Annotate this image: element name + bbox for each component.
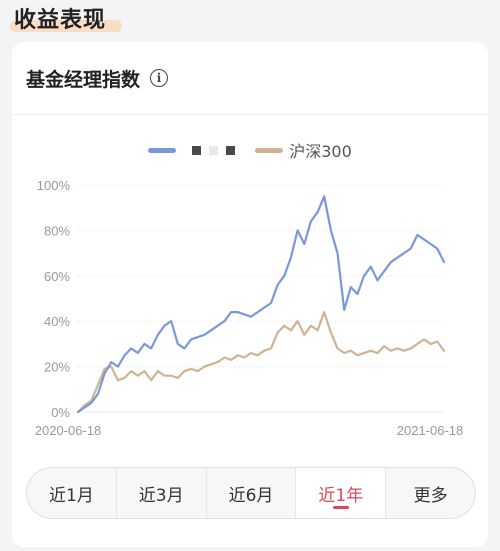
mask-square-icon [226, 145, 236, 155]
legend-swatch-hs300 [255, 147, 284, 153]
info-icon[interactable]: i [150, 69, 169, 87]
mask-square-icon [209, 145, 219, 155]
tab-period-1[interactable]: 近3月 [117, 468, 207, 518]
y-tick-label: 0% [51, 405, 70, 420]
y-tick-label: 20% [44, 360, 70, 375]
tab-period-3[interactable]: 近1年 [296, 468, 387, 518]
y-tick-label: 100% [37, 178, 71, 193]
legend-item-manager[interactable] [148, 145, 236, 155]
series-line-1 [76, 311, 446, 414]
y-tick-label: 80% [44, 223, 70, 238]
tab-period-2[interactable]: 近6月 [207, 468, 297, 518]
tab-period-0[interactable]: 近1月 [27, 468, 117, 518]
series-line-0 [76, 195, 446, 414]
line-chart: 0% 20% 40% 60% 80% 100% 2020-06-18 2021-06-18 [35, 178, 464, 438]
card-title: 基金经理指数 [26, 68, 141, 91]
legend-item-hs300[interactable]: 沪深300 [255, 138, 352, 162]
tab-period-4[interactable]: 更多 [413, 485, 448, 506]
legend-swatch-manager [148, 147, 177, 153]
chart-legend: 沪深300 [12, 138, 488, 162]
section-title: 收益表现 [14, 8, 107, 33]
manager-index-card: 基金经理指数 i 沪深300 0% 20% 40% 60% 80% 100% 2020-06… [12, 42, 488, 547]
period-tabs: 近1月 近3月 近6月 近1年 更多 [26, 467, 476, 519]
card-header: 基金经理指数 i [12, 42, 488, 114]
y-tick-label: 40% [44, 314, 70, 329]
legend-label-hs300: 沪深300 [289, 142, 352, 161]
header-divider [12, 114, 488, 115]
title-highlight [10, 20, 122, 32]
legend-mask-icon [192, 145, 236, 155]
y-tick-label: 60% [44, 269, 70, 284]
mask-square-icon [192, 145, 202, 155]
x-tick-label: 2021-06-18 [397, 423, 464, 438]
x-tick-label: 2020-06-18 [35, 423, 102, 438]
